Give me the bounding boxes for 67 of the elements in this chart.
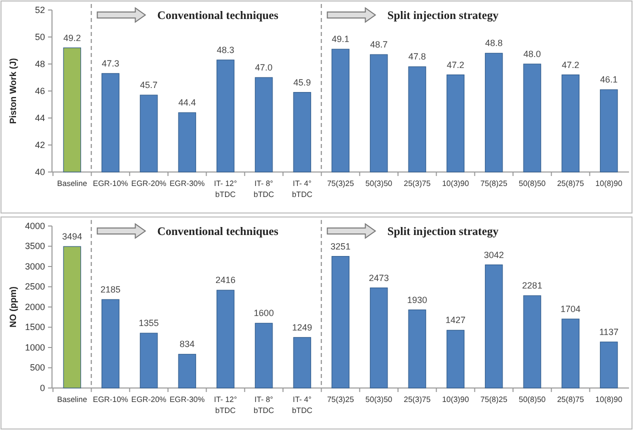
data-label: 46.1 [600, 74, 618, 85]
data-label: 47.2 [562, 60, 580, 70]
y-tick-label: 44 [34, 112, 45, 123]
y-tick-label: 1500 [24, 322, 45, 332]
data-label: 2473 [368, 272, 389, 283]
data-label: 48.8 [485, 38, 503, 48]
data-label: 49.2 [63, 32, 81, 43]
y-axis-title: Piston Work (J) [8, 58, 18, 124]
data-label: 2185 [100, 284, 120, 295]
data-label: 49.1 [332, 34, 350, 44]
data-label: 3042 [484, 250, 504, 260]
bar [102, 299, 120, 388]
y-tick-label: 3000 [24, 261, 45, 272]
y-axis-title: NO (ppm) [8, 286, 18, 328]
data-label: 1137 [599, 326, 619, 337]
bar [63, 246, 82, 388]
bar [140, 332, 158, 388]
bar [562, 318, 580, 388]
bar [370, 288, 388, 388]
annotation: Split injection strategy [387, 226, 499, 238]
y-tick-label: 1000 [24, 342, 45, 352]
data-label: 47.0 [255, 62, 273, 72]
y-tick-label: 46 [34, 86, 45, 96]
annotation: Split injection strategy [387, 10, 499, 22]
data-label: 48.3 [216, 44, 234, 55]
bar [446, 330, 464, 388]
data-label: 1930 [407, 294, 428, 305]
data-label: 1600 [254, 308, 274, 318]
data-label: 834 [180, 339, 195, 350]
data-label: 47.2 [446, 60, 464, 70]
bar [332, 256, 350, 388]
data-label: 48.0 [523, 49, 541, 59]
data-label: 1249 [292, 322, 312, 332]
data-label: 1355 [138, 318, 159, 328]
bar [408, 310, 426, 388]
bar [293, 337, 312, 388]
data-label: 1704 [560, 304, 581, 314]
data-label: 1427 [446, 315, 466, 326]
data-label: 44.4 [178, 98, 196, 108]
y-tick-label: 3500 [24, 241, 45, 252]
data-label: 3494 [62, 231, 82, 242]
annotation: Conventional techniques [157, 226, 279, 238]
y-tick-label: 2500 [24, 282, 45, 292]
data-label: 47.8 [408, 52, 426, 62]
annotation: Conventional techniques [157, 10, 279, 22]
bar [254, 322, 273, 388]
bar [523, 295, 542, 388]
y-tick-label: 52 [34, 4, 45, 15]
y-tick-label: 0 [40, 382, 45, 393]
data-label: 3251 [330, 241, 351, 252]
y-tick-label: 40 [34, 166, 45, 177]
y-tick-label: 2000 [24, 302, 45, 312]
data-label: 45.7 [140, 80, 158, 90]
data-label: 47.3 [102, 58, 120, 68]
bar [484, 264, 503, 388]
data-label: 2416 [215, 275, 236, 286]
data-label: 45.9 [293, 77, 311, 88]
y-tick-label: 42 [34, 140, 45, 150]
bar [600, 342, 618, 388]
y-tick-label: 48 [34, 58, 45, 69]
bar [178, 354, 196, 388]
data-label: 2281 [522, 280, 542, 291]
y-tick-label: 50 [34, 32, 45, 42]
data-label: 48.7 [370, 40, 388, 50]
y-tick-label: 4000 [24, 220, 45, 231]
y-tick-label: 500 [30, 362, 45, 373]
bar [216, 290, 234, 388]
